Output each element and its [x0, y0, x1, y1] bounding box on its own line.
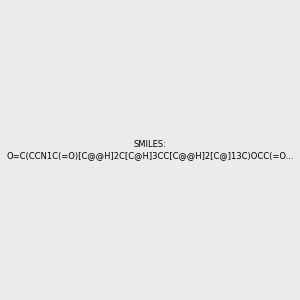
Text: SMILES:
O=C(CCN1C(=O)[C@@H]2C[C@H]3CC[C@@H]2[C@]13C)OCC(=O...: SMILES: O=C(CCN1C(=O)[C@@H]2C[C@H]3CC[C@… [6, 140, 294, 160]
